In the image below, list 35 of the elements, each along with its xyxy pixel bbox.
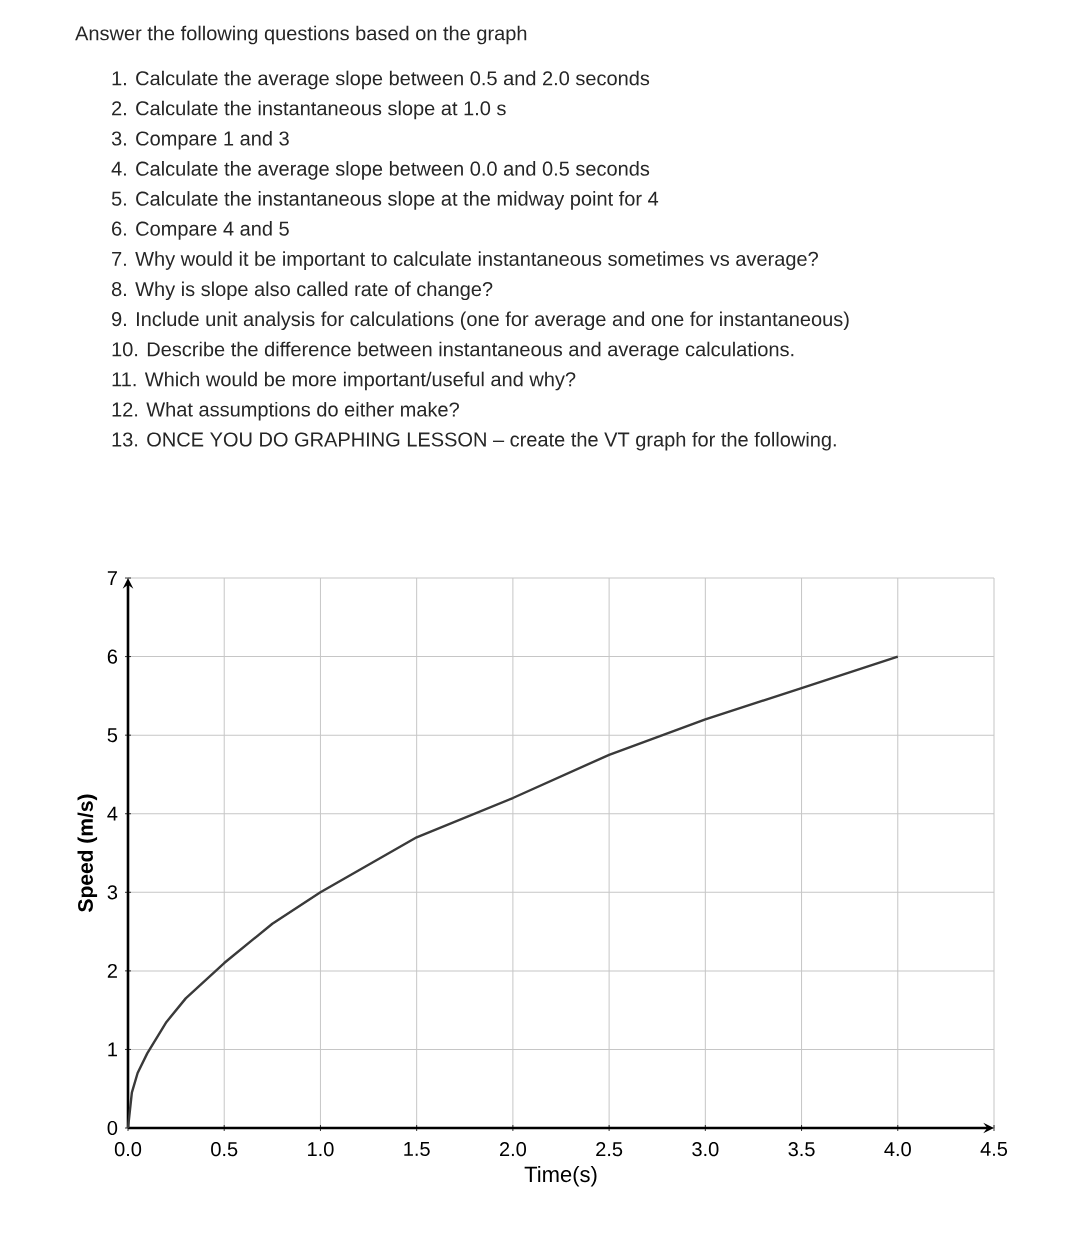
y-tick-label: 3 <box>107 885 118 900</box>
line-series <box>126 655 899 1130</box>
text: 11. Which would be more important/useful and why? <box>112 371 576 391</box>
y-tick-label: 0 <box>107 1120 118 1136</box>
text: 1. Calculate the average slope between 0.5 and 2.0 seconds <box>112 70 650 90</box>
y-axis-title: Speed (m/s) <box>77 794 98 912</box>
chart-title: Answer the following questions based on the graph <box>75 25 527 45</box>
text: 2. Calculate the instantaneous slope at 1.0 s <box>112 100 506 120</box>
y-tick-label: 2 <box>107 963 117 978</box>
x-tick-label: 3.5 <box>788 1142 815 1157</box>
text: 4. Calculate the average slope between 0.0 and 0.5 seconds <box>111 161 650 180</box>
x-tick-label: 0.0 <box>114 1142 142 1157</box>
x-tick-label: 4.0 <box>884 1142 911 1157</box>
text: 7. Why would it be important to calculate instantaneous sometimes vs average? <box>112 251 818 270</box>
y-tick-label: 6 <box>107 649 118 664</box>
x-tick-label: 4.5 <box>980 1142 1008 1157</box>
text: 5. Calculate the instantaneous slope at the midway point for 4 <box>111 191 659 210</box>
x-tick-label: 0.5 <box>211 1142 238 1157</box>
x-axis-title: Time(s) <box>524 1165 597 1187</box>
y-tick-label: 1 <box>108 1042 117 1057</box>
y-tick-label: 7 <box>107 571 117 585</box>
x-tick-label: 2.5 <box>596 1142 623 1157</box>
x-tick-label: 2.0 <box>499 1142 527 1157</box>
y-tick-label: 5 <box>107 728 118 743</box>
text: 9. Include unit analysis for calculations (one for average and one for instantaneous) <box>112 311 849 331</box>
x-tick-label: 1.5 <box>404 1142 430 1157</box>
x-tick-label: 1.0 <box>308 1142 334 1157</box>
text: 6. Compare 4 and 5 <box>112 221 289 240</box>
text: 12. What assumptions do either make? <box>112 401 459 421</box>
text: 10. Describe the difference between instantaneous and average calculations. <box>112 341 794 361</box>
y-tick-label: 4 <box>107 806 118 821</box>
text: 3. Compare 1 and 3 <box>111 130 289 150</box>
text: 13. ONCE YOU DO GRAPHING LESSON – create the VT graph for the following. <box>112 431 836 451</box>
text: 8. Why is slope also called rate of change? <box>111 281 493 301</box>
x-tick-label: 3.0 <box>692 1142 719 1157</box>
